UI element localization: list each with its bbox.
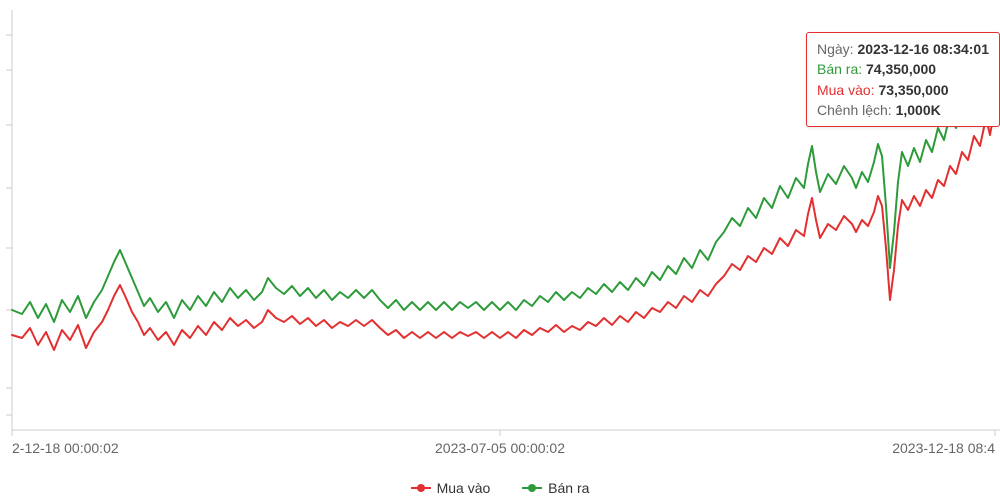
tooltip-row: Bán ra: 74,350,000 xyxy=(817,59,989,79)
legend-label: Mua vào xyxy=(437,480,491,496)
tooltip-row: Chênh lệch: 1,000K xyxy=(817,100,989,120)
tooltip-row: Ngày: 2023-12-16 08:34:01 xyxy=(817,39,989,59)
series-line-mua_vao xyxy=(12,112,1000,350)
hover-tooltip: Ngày: 2023-12-16 08:34:01Bán ra: 74,350,… xyxy=(806,32,1000,127)
legend: Mua vào Bán ra xyxy=(0,476,1000,496)
x-axis-label: 2023-12-18 08:4 xyxy=(892,440,995,456)
x-axis-label: 2023-07-05 00:00:02 xyxy=(435,440,565,456)
x-axis-label: 2-12-18 00:00:02 xyxy=(12,440,119,456)
legend-swatch xyxy=(411,487,431,489)
legend-label: Bán ra xyxy=(548,480,589,496)
tooltip-row: Mua vào: 73,350,000 xyxy=(817,80,989,100)
price-chart: 2-12-18 00:00:02 2023-07-05 00:00:02 2023-… xyxy=(0,0,1000,500)
legend-swatch xyxy=(522,487,542,489)
legend-item-mua-vao[interactable]: Mua vào xyxy=(411,480,491,496)
legend-item-ban-ra[interactable]: Bán ra xyxy=(522,480,589,496)
